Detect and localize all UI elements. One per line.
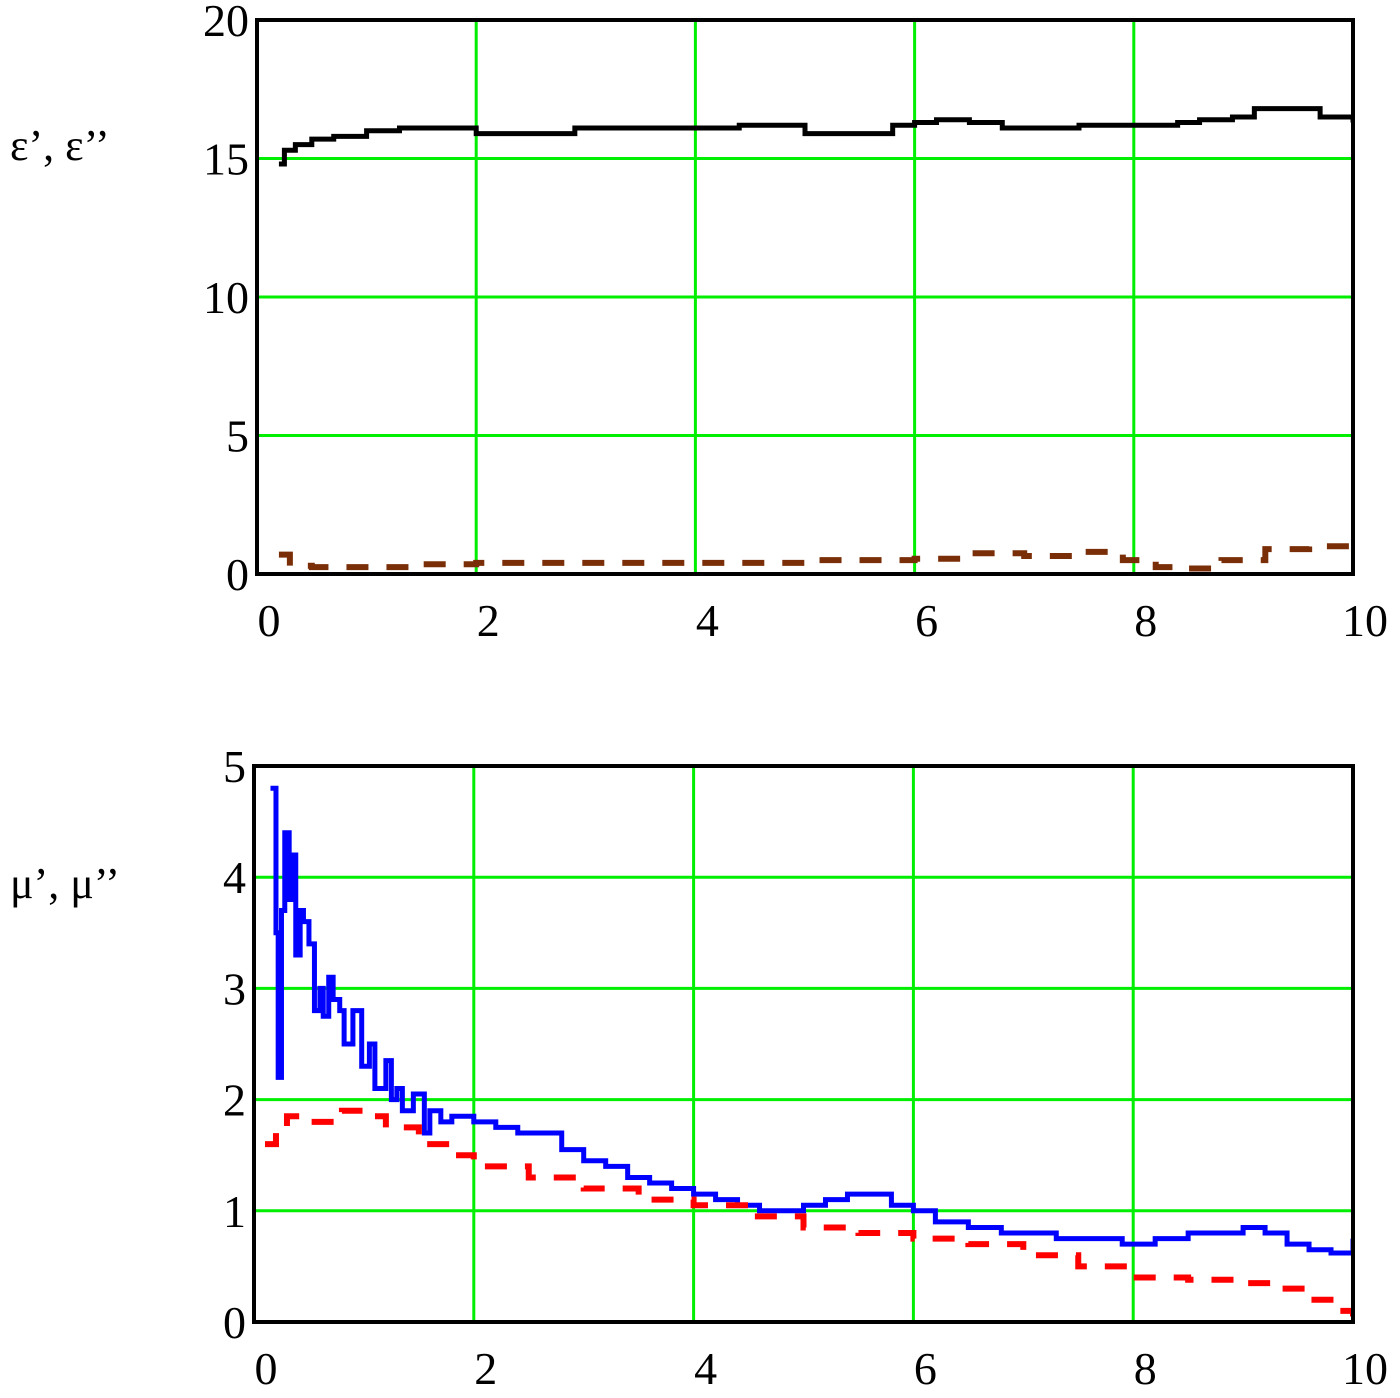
plot-frame <box>255 18 1355 576</box>
x-tick-label: 4 <box>696 595 719 646</box>
y-tick-label: 3 <box>223 963 246 1014</box>
series-line-imaginary <box>264 1107 1353 1317</box>
y-tick-label: 15 <box>203 134 249 185</box>
x-tick-label: 2 <box>477 595 500 646</box>
y-tick-label: 2 <box>223 1075 246 1126</box>
x-tick-label: 10 <box>1342 595 1388 646</box>
series-line-real <box>270 785 1353 1256</box>
y-tick-label: 10 <box>203 272 249 323</box>
x-tick-label: 2 <box>474 1343 497 1394</box>
x-tick-label: 6 <box>915 595 938 646</box>
permittivity-plot: 0 5 10 15 20 0 2 4 6 8 10 <box>203 0 1388 646</box>
y-tick-label: 4 <box>223 852 246 903</box>
y-tick-label: 0 <box>223 1297 246 1348</box>
x-tick-label: 8 <box>1134 1343 1157 1394</box>
x-tick-label: 8 <box>1134 595 1157 646</box>
permeability-plot: 0 1 2 3 4 5 0 2 4 6 8 10 <box>223 741 1388 1394</box>
x-tick-label: 4 <box>694 1343 717 1394</box>
permeability-y-axis-label: μ’, μ’’ <box>10 859 120 908</box>
x-tick-label: 0 <box>258 595 281 646</box>
x-tick-label: 10 <box>1342 1343 1388 1394</box>
y-tick-label: 5 <box>226 411 249 462</box>
series-line-imaginary <box>278 543 1353 572</box>
x-tick-label: 0 <box>255 1343 278 1394</box>
series-line-real <box>278 106 1353 167</box>
plot-frame <box>252 764 1355 1324</box>
permittivity-y-axis-label: ε’, ε’’ <box>10 121 110 170</box>
x-tick-label: 6 <box>914 1343 937 1394</box>
y-tick-label: 5 <box>223 741 246 792</box>
y-tick-label: 1 <box>223 1186 246 1237</box>
y-tick-label: 0 <box>226 549 249 600</box>
y-tick-label: 20 <box>203 0 249 46</box>
